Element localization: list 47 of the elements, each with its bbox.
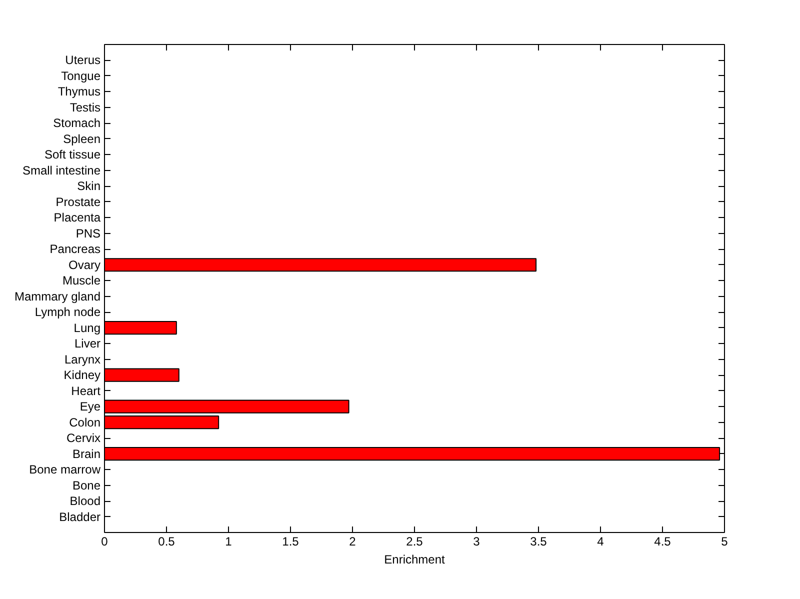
y-tick-label: Ovary [68,258,101,272]
y-tick-label: Larynx [64,352,101,366]
x-tick-label: 0 [101,534,108,548]
y-tick-label: Liver [74,336,101,351]
y-tick-label: Testis [70,100,101,114]
y-tick-label: Prostate [56,194,101,209]
x-tick-label: 0.5 [158,534,176,548]
y-tick-label: Heart [71,384,102,398]
bar [104,321,177,335]
x-tick-label: 1 [225,534,232,548]
y-tick-label: Bone marrow [29,462,101,477]
y-tick-label: Bladder [59,510,101,524]
bar [104,416,220,430]
y-tick-label: Soft tissue [44,148,101,162]
y-tick-label: Skin [77,179,100,194]
y-tick-label: Placenta [54,210,101,225]
bar [104,400,350,414]
y-tick-label: Lung [74,320,101,335]
y-tick-label: Kidney [64,368,101,382]
y-tick-label: Lymph node [34,305,101,320]
y-tick-label: Stomach [53,116,101,130]
y-tick-label: Mammary gland [14,289,101,304]
y-tick-label: Muscle [62,274,101,288]
y-tick-label: Spleen [63,132,101,146]
x-axis-title: Enrichment [384,552,446,566]
bar [104,258,537,272]
y-tick-label: PNS [76,226,101,240]
y-tick-label: Bone [72,478,101,492]
y-tick-label: Tongue [61,68,101,83]
x-tick-label: 3.5 [530,534,548,548]
y-tick-label: Eye [80,400,101,414]
x-tick-label: 2.5 [406,534,424,548]
x-tick-label: 4 [597,534,604,548]
x-tick-label: 2 [349,534,356,548]
y-tick-label: Pancreas [50,242,101,256]
y-tick-label: Blood [70,494,101,508]
x-tick-label: 1.5 [282,534,300,548]
x-tick-label: 3 [473,534,480,548]
y-tick-label: Cervix [66,431,101,446]
y-tick-label: Brain [72,446,100,461]
y-tick-label: Thymus [58,84,101,99]
x-tick-label: 4.5 [654,534,672,548]
bar [104,368,180,382]
y-tick-label: Uterus [65,53,100,68]
y-tick-label: Colon [69,415,101,430]
x-tick-label: 5 [721,534,728,548]
y-tick-label: Small intestine [22,163,101,178]
